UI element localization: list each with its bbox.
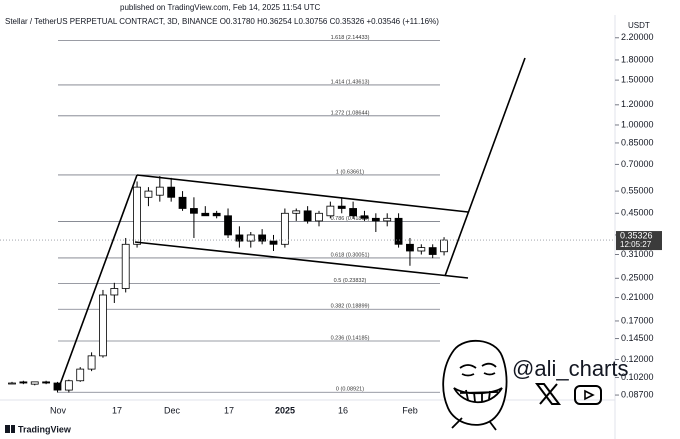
- fib-label: 1.272 (1.08644): [331, 110, 370, 116]
- footer-brand: TradingView: [18, 424, 72, 434]
- x-tick-label: Feb: [402, 405, 418, 415]
- candle-body: [417, 247, 426, 252]
- candle-body: [280, 212, 289, 245]
- candle-body: [19, 381, 28, 384]
- candle-body: [155, 186, 164, 196]
- candle-body: [201, 212, 210, 217]
- candle-body: [428, 247, 437, 255]
- candle-body: [144, 190, 153, 198]
- candle-body: [76, 368, 85, 382]
- fib-label: 0 (0.08921): [336, 387, 364, 393]
- y-tick-label: 0.55000: [621, 185, 654, 195]
- candle-body: [269, 240, 278, 245]
- y-tick-label: 2.20000: [621, 32, 654, 42]
- fib-label: 1.414 (1.43613): [331, 79, 370, 85]
- candle-body: [53, 382, 62, 391]
- x-tick-label: Nov: [50, 405, 67, 415]
- fib-label: 1.618 (2.14433): [331, 35, 370, 41]
- candle-body: [326, 205, 335, 217]
- candle-body: [30, 381, 39, 385]
- y-tick-label: 0.08700: [621, 389, 654, 399]
- fib-label: 0.618 (0.30051): [331, 252, 370, 258]
- countdown-label: 12:05:27: [620, 240, 652, 249]
- candle-body: [178, 196, 187, 209]
- y-tick-label: 1.50000: [621, 75, 654, 85]
- y-tick-label: 0.25000: [621, 273, 654, 283]
- y-tick-label: 0.12000: [621, 354, 654, 364]
- candle-body: [394, 217, 403, 245]
- fib-label: 0.5 (0.23832): [334, 278, 367, 284]
- y-tick-label: 1.20000: [621, 99, 654, 109]
- flag-upper: [136, 174, 469, 213]
- candle-body: [246, 234, 255, 242]
- y-tick-label: 0.85000: [621, 137, 654, 147]
- candle-body: [292, 210, 301, 214]
- fib-label: 1 (0.63661): [336, 169, 364, 175]
- y-tick-label: 0.21000: [621, 292, 654, 302]
- candle-body: [235, 234, 244, 242]
- candle-body: [99, 294, 107, 357]
- y-tick-label: 1.80000: [621, 54, 654, 64]
- candle-body: [87, 355, 96, 370]
- youtube-logo: [574, 385, 602, 405]
- candle-body: [406, 243, 414, 252]
- x-tick-label: 2025: [275, 405, 295, 415]
- candle-body: [224, 215, 232, 236]
- candle-body: [258, 234, 267, 242]
- candle-body: [121, 243, 130, 289]
- x-tick-label: 16: [338, 405, 348, 415]
- candle-body: [167, 186, 176, 198]
- candle-body: [8, 382, 16, 385]
- candle-body: [64, 380, 73, 391]
- last-price-tag: [616, 231, 662, 251]
- candle-body: [303, 210, 312, 222]
- y-tick-label: 1.00000: [621, 119, 654, 129]
- last-price-label: 0.35326: [620, 230, 653, 240]
- y-tick-label: 0.17000: [621, 315, 654, 325]
- chart-title: Stellar / TetherUS PERPETUAL CONTRACT, 3…: [5, 17, 439, 26]
- fib-label: 0.786 (0.41806): [331, 216, 370, 222]
- meme-face: [442, 339, 508, 431]
- y-tick-label: 0.10200: [621, 372, 654, 382]
- candle-body: [42, 381, 51, 384]
- flagpole: [57, 174, 138, 391]
- y-tick-label: 0.31000: [621, 249, 654, 259]
- fib-label: 0.382 (0.18899): [331, 304, 370, 310]
- candle-body: [190, 208, 198, 214]
- candle-body: [133, 186, 141, 245]
- x-tick-label: Dec: [164, 405, 181, 415]
- y-tick-label: 0.70000: [621, 159, 654, 169]
- candle-body: [212, 212, 221, 217]
- candle-body: [360, 215, 369, 219]
- y-tick-label: 0.45000: [621, 208, 654, 218]
- x-tick-label: 17: [224, 405, 234, 415]
- candle-body: [440, 239, 448, 253]
- candle-body: [371, 217, 380, 222]
- candle-body: [315, 212, 323, 222]
- candle-body: [110, 288, 119, 296]
- pattern-lines: [57, 57, 526, 391]
- author-handle: @ali_charts: [512, 356, 629, 381]
- target-projection: [444, 57, 526, 277]
- published-note: published on TradingView.com, Feb 14, 20…: [120, 3, 320, 12]
- flag-lower: [134, 241, 469, 279]
- x-tick-label: 17: [112, 405, 122, 415]
- fib-label: 0.236 (0.14185): [331, 335, 370, 341]
- candle-body: [383, 217, 392, 222]
- xaxis: Nov 17 Dec 17 2025 16 Feb: [50, 405, 418, 415]
- candle-body: [337, 205, 346, 209]
- x-logo: [535, 383, 561, 405]
- candle-body: [349, 208, 358, 217]
- tradingview-logo: [5, 425, 15, 433]
- y-tick-label: 0.14500: [621, 333, 654, 343]
- y-axis-label: USDT: [628, 21, 650, 30]
